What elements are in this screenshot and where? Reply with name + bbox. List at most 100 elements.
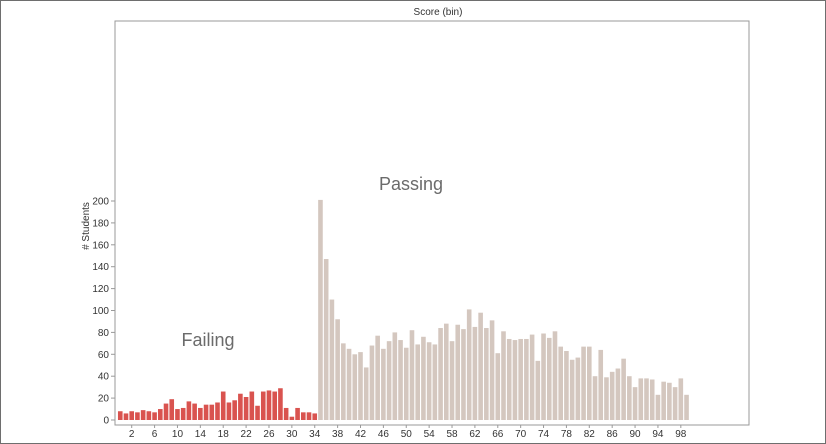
bar-failing-33 <box>306 412 312 420</box>
x-tick-label-54: 54 <box>424 429 436 440</box>
x-tick-label-82: 82 <box>584 429 596 440</box>
bar-passing-52 <box>415 344 420 420</box>
bar-passing-96 <box>667 382 672 420</box>
x-tick-label-90: 90 <box>629 429 641 440</box>
bars-group <box>117 199 689 421</box>
bar-passing-98 <box>678 378 684 420</box>
bar-failing-9 <box>169 399 175 420</box>
bar-passing-87 <box>615 368 621 420</box>
bar-passing-43 <box>363 367 369 420</box>
bar-failing-16 <box>209 404 215 420</box>
bar-failing-23 <box>249 391 255 420</box>
bar-passing-45 <box>375 335 380 420</box>
bar-passing-90 <box>632 387 638 420</box>
x-tick-label-50: 50 <box>401 429 413 440</box>
bar-passing-85 <box>604 377 609 420</box>
bar-passing-88 <box>621 358 626 420</box>
bar-passing-72 <box>529 334 535 420</box>
bar-failing-28 <box>278 388 283 420</box>
bar-failing-15 <box>203 404 209 420</box>
bar-failing-19 <box>226 402 232 420</box>
y-tick-label-100: 100 <box>92 306 109 317</box>
bar-passing-67 <box>501 331 506 420</box>
bar-passing-48 <box>392 332 398 420</box>
y-tick-label-140: 140 <box>92 262 109 273</box>
bar-passing-92 <box>644 378 649 420</box>
x-tick-label-70: 70 <box>515 429 527 440</box>
x-tick-label-74: 74 <box>538 429 550 440</box>
bar-failing-22 <box>243 397 249 420</box>
bar-passing-44 <box>369 345 375 420</box>
bar-failing-8 <box>163 403 169 420</box>
bar-failing-27 <box>272 391 277 420</box>
x-tick-label-10: 10 <box>172 429 184 440</box>
bar-passing-39 <box>341 343 346 420</box>
x-tick-label-2: 2 <box>129 429 135 440</box>
bar-passing-75 <box>546 337 552 421</box>
bar-passing-99 <box>684 394 689 420</box>
bar-failing-2 <box>129 411 134 420</box>
y-tick-label-120: 120 <box>92 284 109 295</box>
bar-passing-83 <box>592 376 598 420</box>
bar-passing-63 <box>478 312 483 420</box>
bar-failing-30 <box>289 416 295 420</box>
x-tick-label-58: 58 <box>446 429 458 440</box>
x-tick-label-94: 94 <box>652 429 664 440</box>
bar-failing-18 <box>220 391 226 420</box>
bar-failing-20 <box>232 400 237 420</box>
x-tick-label-78: 78 <box>561 429 573 440</box>
y-tick-label-40: 40 <box>98 372 110 383</box>
bar-passing-42 <box>358 352 363 420</box>
x-tick-label-18: 18 <box>218 429 230 440</box>
plot-area-border <box>114 20 750 426</box>
bar-failing-6 <box>152 412 157 420</box>
bar-failing-5 <box>146 411 152 420</box>
y-tick-label-80: 80 <box>98 328 110 339</box>
bar-failing-4 <box>140 410 146 420</box>
bar-passing-56 <box>438 328 443 420</box>
bar-failing-14 <box>198 407 203 420</box>
bar-passing-40 <box>346 348 352 420</box>
bar-passing-94 <box>655 394 661 420</box>
y-tick-label-0: 0 <box>103 416 109 427</box>
bar-passing-61 <box>466 309 472 420</box>
bar-failing-24 <box>255 405 260 420</box>
bar-passing-78 <box>564 351 569 420</box>
bar-passing-49 <box>398 340 403 420</box>
bar-passing-84 <box>598 349 604 420</box>
x-tick-label-30: 30 <box>286 429 298 440</box>
x-tick-label-26: 26 <box>263 429 275 440</box>
y-axis-label: # Students <box>81 202 92 250</box>
bar-passing-89 <box>627 376 632 420</box>
bar-passing-55 <box>432 344 438 420</box>
bar-failing-13 <box>192 403 197 420</box>
y-tick-label-180: 180 <box>92 218 109 229</box>
bar-failing-25 <box>260 391 266 420</box>
x-tick-label-98: 98 <box>675 429 687 440</box>
bar-passing-62 <box>472 326 478 420</box>
bar-failing-21 <box>238 393 243 420</box>
x-tick-label-6: 6 <box>152 429 158 440</box>
y-ticks-group: 0 20 40 60 80 100 120 140 160 180 200 <box>92 197 115 427</box>
bar-passing-76 <box>552 331 558 420</box>
bar-passing-68 <box>506 338 512 420</box>
bar-passing-47 <box>386 341 392 420</box>
x-tick-label-46: 46 <box>378 429 390 440</box>
bar-failing-1 <box>123 413 129 420</box>
bar-passing-46 <box>381 348 386 420</box>
bar-failing-7 <box>158 409 163 420</box>
bar-passing-74 <box>541 333 546 420</box>
bar-failing-12 <box>186 401 192 420</box>
x-ticks-group: 2 6 10 14 18 22 26 30 34 38 42 46 50 54 58 62 66 70 74 78 82… <box>129 425 687 440</box>
bar-passing-59 <box>455 324 461 420</box>
bar-passing-35 <box>318 199 323 420</box>
bar-failing-10 <box>175 409 180 420</box>
bar-failing-32 <box>301 412 306 420</box>
bar-passing-81 <box>581 346 586 420</box>
y-tick-label-160: 160 <box>92 240 109 251</box>
bar-passing-38 <box>335 319 340 420</box>
bar-passing-41 <box>352 354 358 420</box>
bar-passing-86 <box>609 371 615 420</box>
bar-passing-97 <box>672 387 678 420</box>
